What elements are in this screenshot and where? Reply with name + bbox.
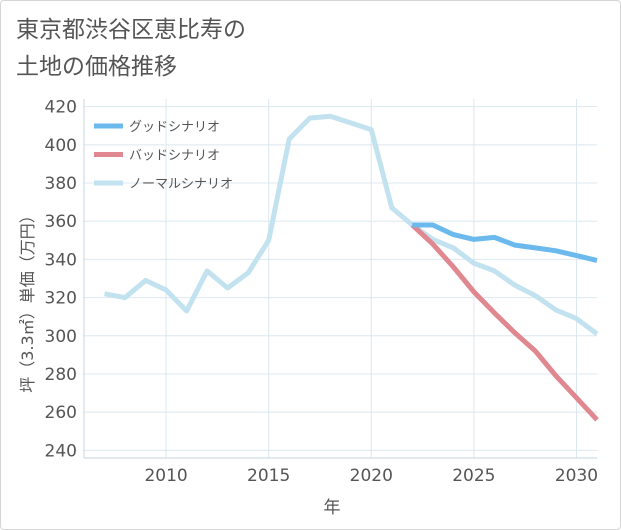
chart-title-line-2: 土地の価格推移 <box>16 54 177 80</box>
x-tick-label-2010: 2010 <box>144 466 187 486</box>
x-tick-labels: 2010 2015 2020 2025 2030 <box>144 466 598 486</box>
legend-label-bad: バッドシナリオ <box>129 149 220 164</box>
x-axis-label: 年 <box>324 498 341 518</box>
grid <box>84 99 597 458</box>
y-tick-label-320: 320 <box>45 289 77 309</box>
legend-label-good: グッドシナリオ <box>129 120 220 135</box>
series-line-normal <box>104 113 599 336</box>
series-line-bad <box>410 223 599 422</box>
y-tick-label-300: 300 <box>45 327 77 347</box>
x-tick-label-2030: 2030 <box>555 466 598 486</box>
y-tick-label-420: 420 <box>45 98 77 118</box>
x-tick-label-2020: 2020 <box>350 466 393 486</box>
chart-title: 東京都渋谷区恵比寿の 土地の価格推移 <box>16 12 246 86</box>
y-tick-label-340: 340 <box>45 250 77 270</box>
y-tick-label-280: 280 <box>45 365 77 385</box>
x-tick-label-2015: 2015 <box>247 466 290 486</box>
chart-title-line-1: 東京都渋谷区恵比寿の <box>16 17 246 43</box>
y-tick-label-400: 400 <box>45 136 77 156</box>
legend-label-normal: ノーマルシナリオ <box>129 177 233 192</box>
series-line-good <box>412 222 598 263</box>
y-axis-label: 坪（3.3㎡）単価（万円） <box>18 207 37 392</box>
series-lines <box>104 113 599 422</box>
y-tick-label-240: 240 <box>45 441 77 461</box>
y-tick-label-380: 380 <box>45 174 77 194</box>
x-tick-label-2025: 2025 <box>452 466 495 486</box>
y-tick-label-360: 360 <box>45 212 77 232</box>
y-tick-label-260: 260 <box>45 403 77 423</box>
y-tick-labels: 240 260 280 300 320 340 360 380 400 420 <box>45 98 77 462</box>
